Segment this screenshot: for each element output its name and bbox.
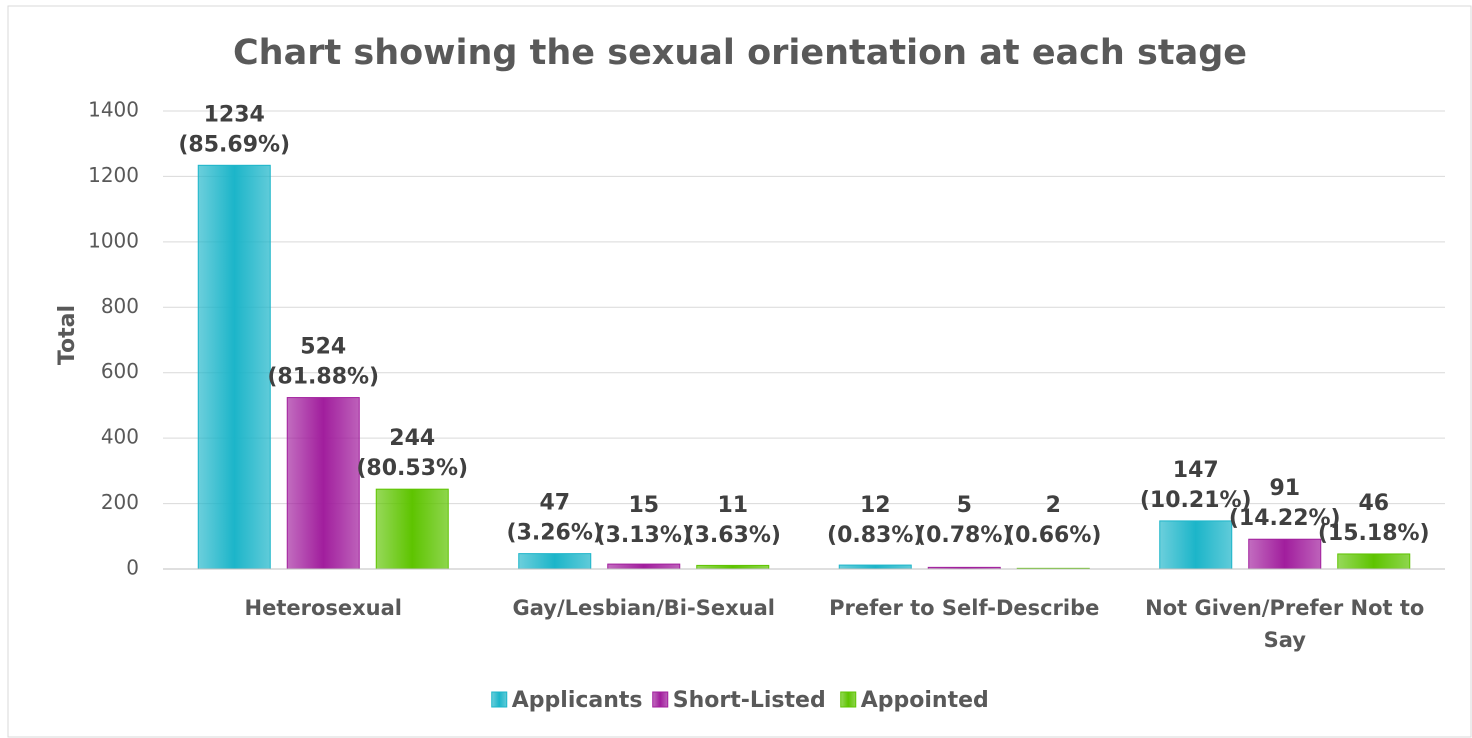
bar xyxy=(838,564,912,570)
data-label: 1234 (85.69%) xyxy=(178,102,290,157)
bar xyxy=(1248,538,1322,570)
data-label: 46 (15.18%) xyxy=(1318,491,1430,546)
y-tick-label: 600 xyxy=(101,359,139,383)
x-tick-label: Gay/Lesbian/Bi-Sexual xyxy=(512,596,775,620)
bar xyxy=(696,564,770,570)
y-tick-label: 0 xyxy=(126,556,139,580)
data-label: 91 (14.22%) xyxy=(1229,476,1341,531)
legend-swatch xyxy=(840,691,857,708)
x-tick-label: Heterosexual xyxy=(244,596,403,620)
y-tick-label: 1200 xyxy=(88,163,139,187)
data-label: 244 (80.53%) xyxy=(356,426,468,481)
bar xyxy=(607,563,681,570)
legend-swatch xyxy=(652,691,669,708)
y-axis-title: Total xyxy=(55,305,80,365)
data-label: 524 (81.88%) xyxy=(267,335,379,390)
y-tick-label: 800 xyxy=(101,294,139,318)
data-label: 5 (0.78%) xyxy=(916,493,1012,548)
legend-label: Short-Listed xyxy=(673,688,826,713)
data-label: 2 (0.66%) xyxy=(1005,493,1101,548)
bar xyxy=(286,397,360,570)
y-tick-label: 400 xyxy=(101,425,139,449)
x-tick-label: Prefer to Self-Describe xyxy=(829,596,1100,620)
chart-title: Chart showing the sexual orientation at … xyxy=(233,33,1247,73)
x-tick-label: Not Given/Prefer Not to Say xyxy=(1145,596,1425,652)
y-tick-label: 1000 xyxy=(88,228,139,252)
y-tick-label: 200 xyxy=(101,490,139,514)
bar xyxy=(1337,553,1411,570)
legend-label: Applicants xyxy=(512,688,643,713)
data-label: 15 (3.13%) xyxy=(596,493,692,548)
bar xyxy=(1159,520,1233,570)
legend-swatch xyxy=(491,691,508,708)
bar xyxy=(518,553,592,570)
legend-label: Appointed xyxy=(861,688,989,713)
y-tick-label: 1400 xyxy=(88,98,139,122)
data-label: 147 (10.21%) xyxy=(1140,458,1252,513)
data-label: 11 (3.63%) xyxy=(685,493,781,548)
bar xyxy=(375,488,449,570)
data-label: 12 (0.83%) xyxy=(827,493,923,548)
bar xyxy=(197,164,271,570)
data-label: 47 (3.26%) xyxy=(507,491,603,546)
